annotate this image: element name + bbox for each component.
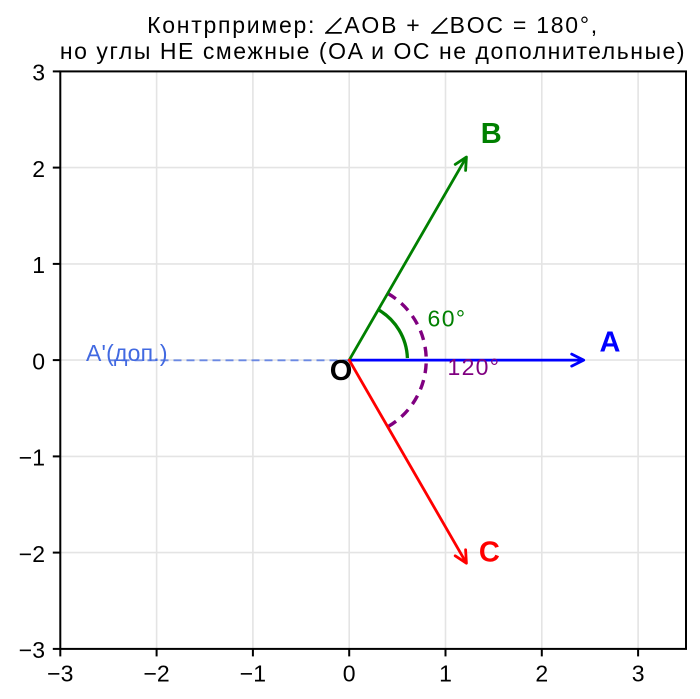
svg-text:−3: −3 [19,637,45,663]
svg-text:2: 2 [535,660,548,686]
svg-text:A'(доп.): A'(доп.) [86,340,168,366]
svg-text:A: A [600,326,621,358]
svg-text:−2: −2 [19,541,45,567]
svg-text:2: 2 [32,156,45,182]
svg-text:O: O [330,355,353,387]
svg-text:1: 1 [32,252,45,278]
svg-text:0: 0 [343,660,356,686]
svg-text:120°: 120° [448,354,501,380]
svg-text:3: 3 [632,660,645,686]
svg-text:−1: −1 [19,445,45,471]
svg-text:C: C [479,536,500,568]
svg-text:60°: 60° [428,305,467,331]
svg-text:−2: −2 [143,660,169,686]
svg-text:1: 1 [439,660,452,686]
svg-text:−3: −3 [47,660,73,686]
svg-text:3: 3 [32,60,45,86]
svg-text:0: 0 [32,348,45,374]
svg-text:−1: −1 [240,660,266,686]
svg-text:B: B [481,118,502,150]
